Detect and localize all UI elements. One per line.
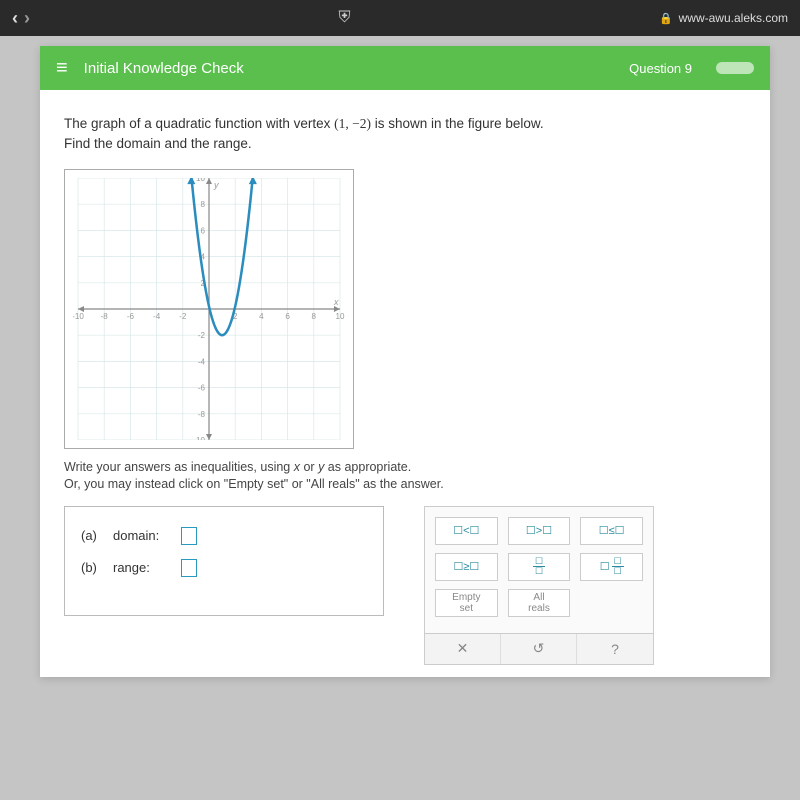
- svg-text:-10: -10: [193, 436, 205, 440]
- browser-toolbar: ‹ › ⛨ 🔒 www-awu.aleks.com: [0, 0, 800, 36]
- domain-input[interactable]: [181, 527, 197, 545]
- domain-line: (a) domain:: [81, 527, 367, 545]
- frac-bot: ☐: [535, 567, 543, 576]
- svg-text:8: 8: [312, 312, 317, 321]
- clear-button[interactable]: ✕: [425, 634, 501, 664]
- svg-text:6: 6: [285, 312, 290, 321]
- part-b-label: (b): [81, 560, 103, 575]
- part-a-label: (a): [81, 528, 103, 543]
- lock-icon: 🔒: [659, 12, 673, 25]
- less-than-button[interactable]: ☐<☐: [435, 517, 498, 545]
- svg-text:-6: -6: [127, 312, 135, 321]
- problem-body: The graph of a quadratic function with v…: [40, 90, 770, 677]
- back-button[interactable]: ‹: [12, 8, 18, 29]
- header-bar: ≡ Initial Knowledge Check Question 9: [40, 46, 770, 90]
- empty-set-text2: set: [460, 603, 473, 614]
- problem-line1-pre: The graph of a quadratic function with v…: [64, 116, 334, 131]
- problem-line1-post: is shown in the figure below.: [371, 116, 544, 131]
- svg-text:-4: -4: [153, 312, 161, 321]
- answer-box: (a) domain: (b) range:: [64, 506, 384, 616]
- page-background: ≡ Initial Knowledge Check Question 9 The…: [0, 36, 800, 800]
- header-title: Initial Knowledge Check: [84, 60, 613, 77]
- progress-pill: [716, 62, 754, 74]
- shield-icon: ⛨: [338, 9, 350, 26]
- greater-equal-button[interactable]: ☐≥☐: [435, 553, 498, 581]
- svg-text:-8: -8: [101, 312, 109, 321]
- content-card: ≡ Initial Knowledge Check Question 9 The…: [40, 46, 770, 677]
- problem-statement: The graph of a quadratic function with v…: [64, 114, 746, 155]
- answer-instructions: Write your answers as inequalities, usin…: [64, 459, 746, 494]
- svg-text:-8: -8: [198, 409, 206, 418]
- instr-part1: Write your answers as inequalities, usin…: [64, 460, 294, 474]
- mixed-whole: ☐: [600, 560, 610, 573]
- all-reals-button[interactable]: All reals: [508, 589, 571, 617]
- svg-text:10: 10: [196, 178, 205, 183]
- svg-text:4: 4: [259, 312, 264, 321]
- palette-wrap: ☐<☐ ☐>☐ ☐≤☐ ☐≥☐ ☐☐ ☐ ☐☐: [424, 506, 654, 665]
- svg-text:-2: -2: [179, 312, 187, 321]
- problem-line2: Find the domain and the range.: [64, 136, 252, 151]
- symbol-palette: ☐<☐ ☐>☐ ☐≤☐ ☐≥☐ ☐☐ ☐ ☐☐: [424, 506, 654, 634]
- mixed-bot: ☐: [614, 567, 622, 576]
- forward-button[interactable]: ›: [24, 8, 30, 29]
- instr-or: or: [300, 460, 318, 474]
- fraction-button[interactable]: ☐☐: [508, 553, 571, 581]
- greater-than-button[interactable]: ☐>☐: [508, 517, 571, 545]
- svg-text:-4: -4: [198, 357, 206, 366]
- url-text: www-awu.aleks.com: [679, 11, 788, 25]
- palette-tools: ✕ ↺ ?: [424, 634, 654, 665]
- graph-container: -10-8-6-4-2246810-10-8-6-4-2246810xy: [64, 169, 354, 449]
- answer-row: (a) domain: (b) range: ☐<☐ ☐>☐: [64, 506, 746, 665]
- svg-text:-2: -2: [198, 331, 206, 340]
- instr-part2: as appropriate.: [324, 460, 411, 474]
- less-equal-button[interactable]: ☐≤☐: [580, 517, 643, 545]
- menu-icon[interactable]: ≡: [56, 57, 68, 80]
- undo-button[interactable]: ↺: [501, 634, 577, 664]
- all-reals-text1: All: [533, 592, 544, 603]
- empty-set-button[interactable]: Empty set: [435, 589, 498, 617]
- empty-set-text1: Empty: [452, 592, 480, 603]
- vertex-value: (1, −2): [334, 116, 371, 131]
- range-label: range:: [113, 560, 171, 575]
- svg-text:8: 8: [200, 200, 205, 209]
- svg-text:y: y: [213, 180, 219, 190]
- quadratic-graph: -10-8-6-4-2246810-10-8-6-4-2246810xy: [73, 178, 345, 440]
- svg-text:x: x: [333, 296, 339, 306]
- svg-text:6: 6: [200, 226, 205, 235]
- range-input[interactable]: [181, 559, 197, 577]
- instr-line2: Or, you may instead click on "Empty set"…: [64, 477, 444, 491]
- svg-text:-6: -6: [198, 383, 206, 392]
- range-line: (b) range:: [81, 559, 367, 577]
- svg-text:-10: -10: [73, 312, 84, 321]
- domain-label: domain:: [113, 528, 171, 543]
- all-reals-text2: reals: [528, 603, 550, 614]
- question-number: Question 9: [629, 61, 692, 76]
- svg-text:10: 10: [336, 312, 345, 321]
- mixed-number-button[interactable]: ☐ ☐☐: [580, 553, 643, 581]
- help-button[interactable]: ?: [577, 634, 653, 664]
